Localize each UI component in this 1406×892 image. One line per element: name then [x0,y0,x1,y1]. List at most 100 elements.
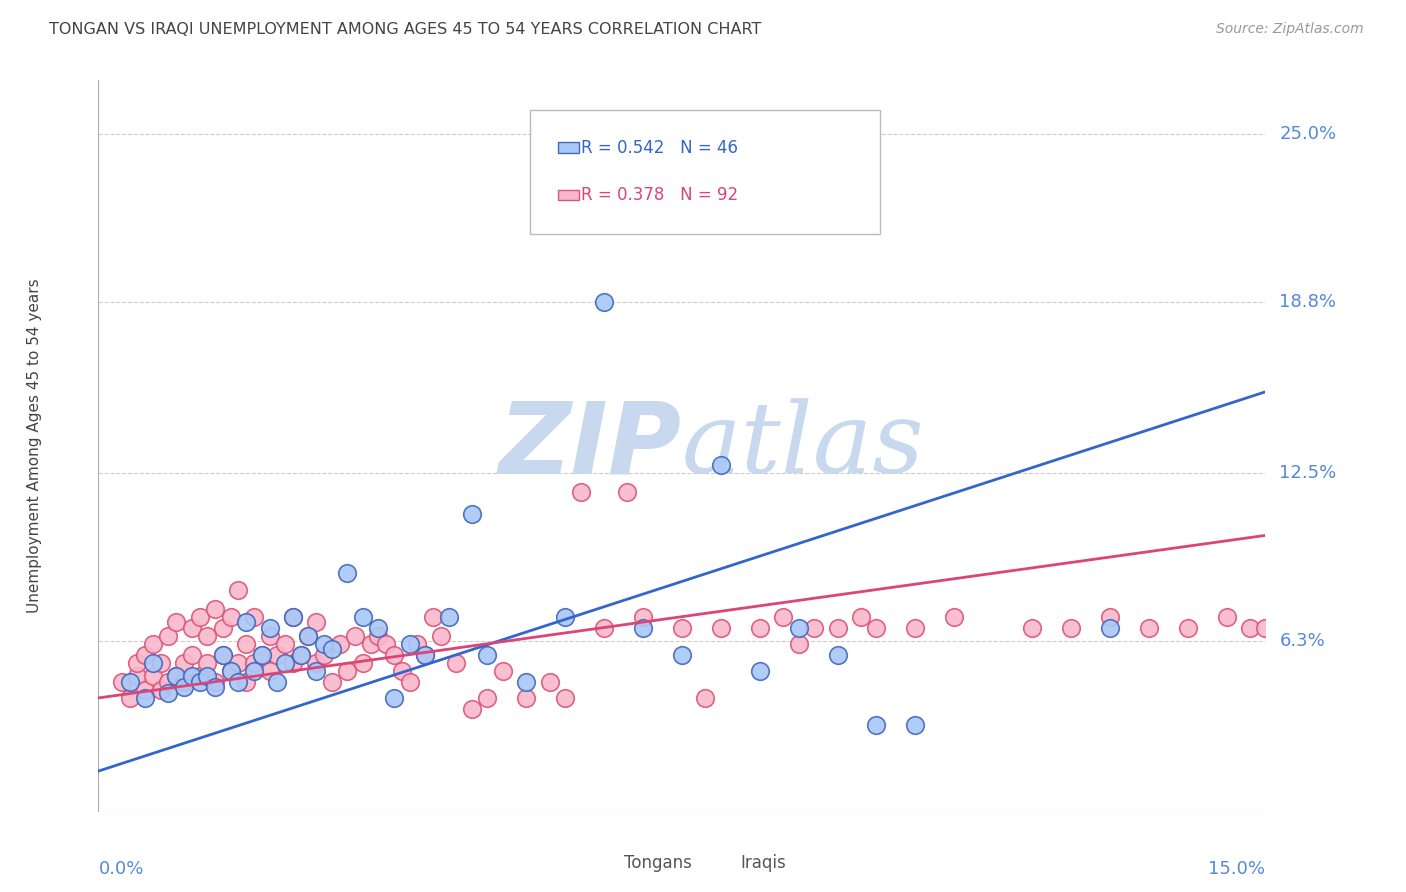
Point [360,637,382,651]
Point [1215,609,1237,624]
Text: 15.0%: 15.0% [1208,861,1265,879]
Point [195,669,218,683]
Point [352,656,374,670]
Point [477,648,499,662]
Point [413,648,436,662]
Point [281,656,304,670]
Point [212,648,235,662]
Point [204,680,226,694]
Point [274,637,297,651]
FancyBboxPatch shape [558,143,578,153]
Point [367,629,389,643]
Point [243,609,266,624]
Point [266,648,288,662]
Text: Iraqis: Iraqis [741,854,786,871]
Text: 18.8%: 18.8% [1279,293,1337,311]
Point [165,615,187,629]
Point [281,609,304,624]
Point [312,637,335,651]
Point [748,620,770,634]
Point [165,669,187,683]
Point [188,674,211,689]
Point [134,690,156,705]
Point [515,690,537,705]
Point [748,664,770,678]
Point [1098,620,1121,634]
Point [367,620,389,634]
Point [398,674,420,689]
Point [787,637,810,651]
Point [375,637,398,651]
Point [422,609,444,624]
FancyBboxPatch shape [582,851,613,875]
Point [250,648,273,662]
Point [398,637,420,651]
Point [180,648,202,662]
Point [849,609,872,624]
Point [1021,620,1043,634]
Point [695,690,717,705]
Point [865,718,887,732]
Point [787,620,810,634]
Point [297,629,319,643]
Point [803,620,825,634]
Point [461,702,484,716]
Point [710,620,733,634]
Point [492,664,515,678]
Text: ZIP: ZIP [499,398,682,494]
Text: 12.5%: 12.5% [1279,464,1337,482]
Point [413,648,436,662]
Point [321,674,343,689]
Point [173,674,195,689]
Point [111,674,134,689]
Point [118,674,141,689]
Point [671,648,693,662]
Point [554,609,576,624]
Point [149,656,172,670]
Point [157,674,180,689]
Point [142,637,165,651]
Point [904,718,927,732]
Point [259,629,281,643]
Point [1254,620,1277,634]
Point [188,609,211,624]
Point [631,609,654,624]
Point [180,669,202,683]
Point [204,601,226,615]
Point [219,664,242,678]
Point [259,664,281,678]
Point [142,669,165,683]
Point [235,615,257,629]
FancyBboxPatch shape [530,110,880,234]
Point [336,566,359,581]
Point [865,620,887,634]
Text: 25.0%: 25.0% [1279,126,1337,144]
Point [180,620,202,634]
Point [134,648,156,662]
FancyBboxPatch shape [699,851,730,875]
Point [569,485,592,500]
Point [943,609,966,624]
Point [204,674,226,689]
Point [118,690,141,705]
Text: Unemployment Among Ages 45 to 54 years: Unemployment Among Ages 45 to 54 years [27,278,42,614]
Point [1177,620,1199,634]
FancyBboxPatch shape [558,190,578,200]
Point [1137,620,1160,634]
Point [1239,620,1261,634]
Point [477,690,499,705]
Point [321,642,343,657]
Point [344,629,367,643]
Point [554,690,576,705]
Point [173,656,195,670]
Point [250,648,273,662]
Point [127,656,149,670]
Point [1060,620,1083,634]
Point [243,664,266,678]
Point [382,690,405,705]
Point [259,620,281,634]
Point [1098,609,1121,624]
Point [593,620,616,634]
Point [157,685,180,699]
Point [195,656,218,670]
